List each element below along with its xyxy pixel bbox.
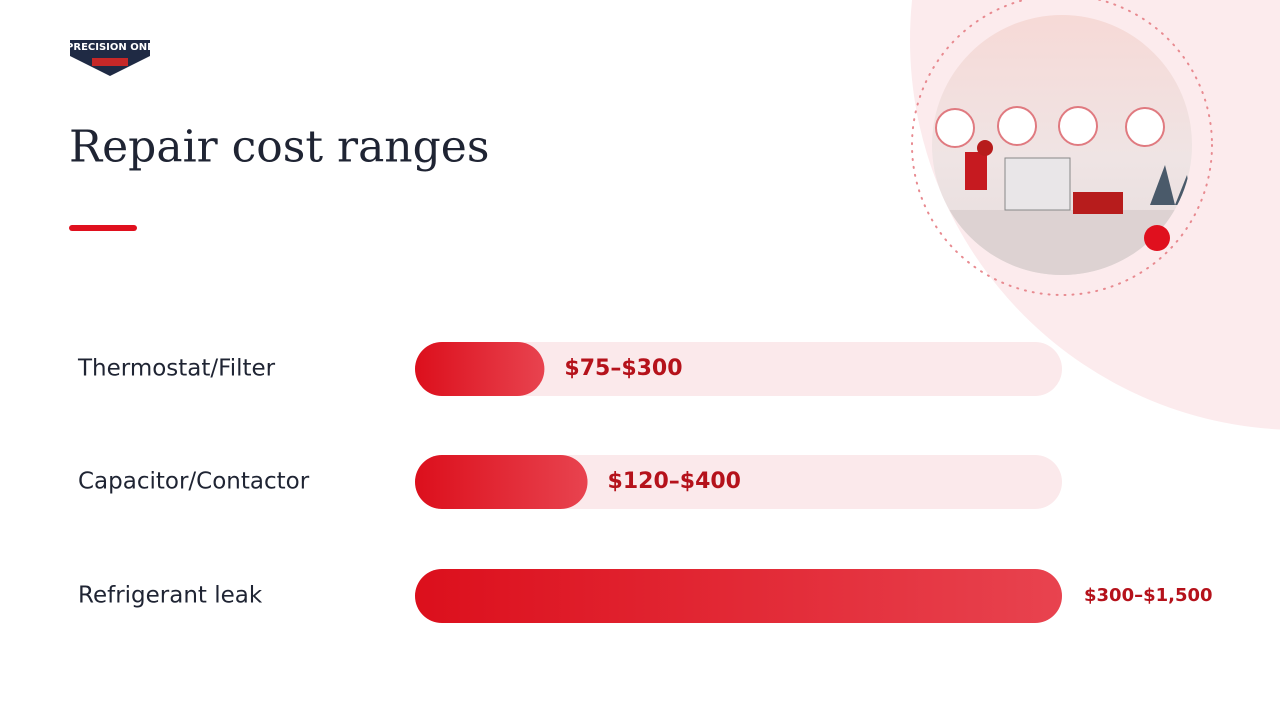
accent-dot xyxy=(1144,225,1170,251)
chart-title: Repair cost ranges xyxy=(69,122,489,173)
bar-track xyxy=(415,342,1062,396)
category-label: Thermostat/Filter xyxy=(77,356,276,382)
bar xyxy=(415,455,588,509)
photo xyxy=(932,15,1192,275)
logo-text: PRECISION ONE xyxy=(66,42,154,53)
value-label: $120–$400 xyxy=(608,469,741,494)
category-label: Capacitor/Contactor xyxy=(78,469,310,495)
title-underline xyxy=(69,225,137,231)
logo: PRECISION ONE xyxy=(66,40,154,76)
value-label: $75–$300 xyxy=(564,356,682,381)
bar xyxy=(415,569,1062,623)
value-label: $300–$1,500 xyxy=(1084,585,1213,606)
dotted-ring xyxy=(911,0,1213,296)
category-label: Refrigerant leak xyxy=(78,583,263,609)
bar xyxy=(415,342,545,396)
